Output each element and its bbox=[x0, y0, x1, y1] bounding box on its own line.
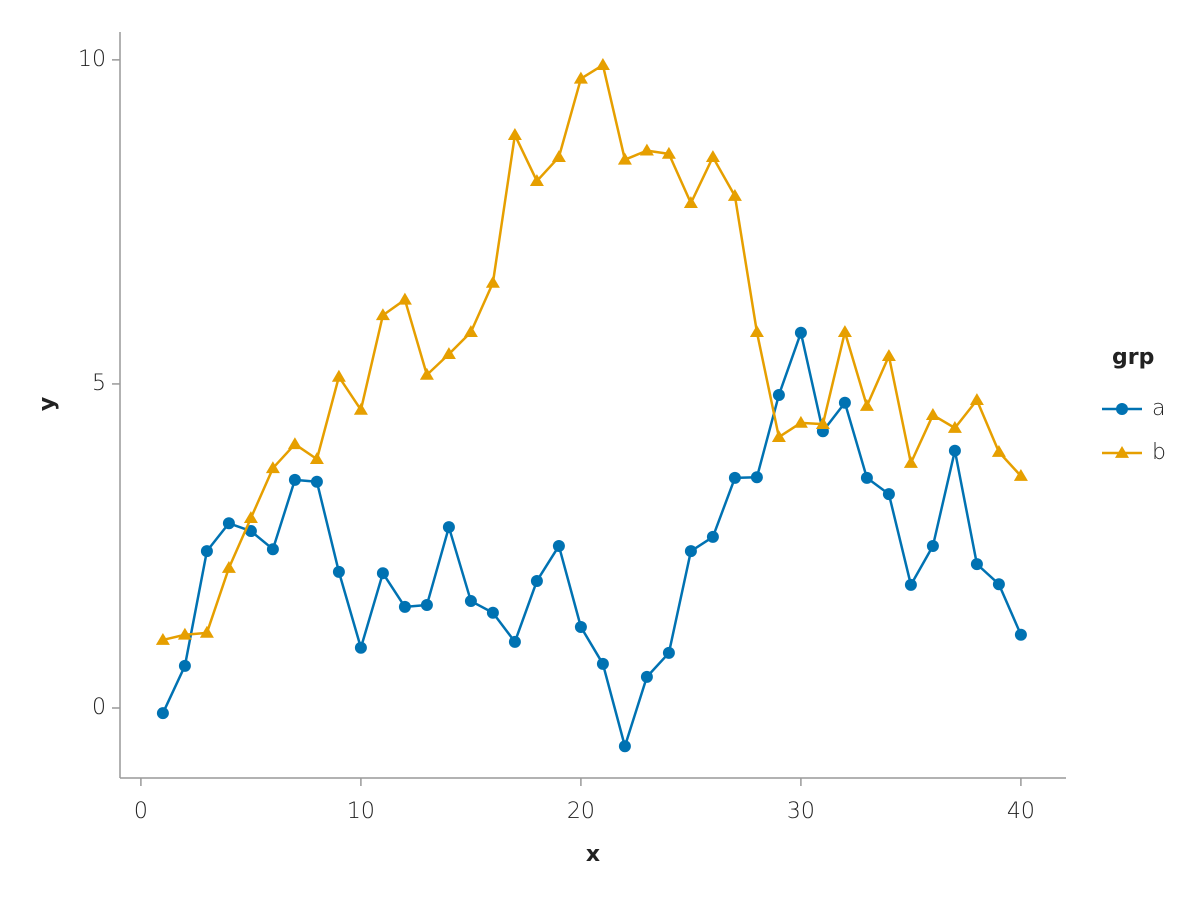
data-point bbox=[155, 632, 170, 645]
data-point bbox=[573, 71, 588, 84]
data-point bbox=[904, 578, 917, 591]
data-point bbox=[662, 646, 675, 659]
data-point bbox=[200, 545, 213, 558]
legend-label: b bbox=[1152, 440, 1166, 465]
data-point bbox=[991, 444, 1006, 457]
x-tick-label: 40 bbox=[1007, 799, 1035, 824]
data-point bbox=[1014, 628, 1027, 641]
data-point bbox=[398, 600, 411, 613]
data-point bbox=[530, 574, 543, 587]
data-point bbox=[221, 561, 236, 573]
data-point bbox=[266, 543, 279, 556]
data-point bbox=[375, 308, 390, 321]
data-point bbox=[838, 396, 851, 409]
data-point bbox=[640, 670, 653, 683]
data-point bbox=[331, 369, 346, 382]
data-point bbox=[837, 325, 852, 337]
data-point bbox=[199, 625, 214, 638]
data-point bbox=[508, 635, 521, 648]
data-point bbox=[860, 471, 873, 484]
y-tick-label: 5 bbox=[92, 371, 106, 396]
data-point bbox=[859, 398, 874, 411]
x-tick-label: 30 bbox=[787, 799, 815, 824]
data-point bbox=[178, 659, 191, 672]
x-tick-label: 10 bbox=[347, 799, 375, 824]
x-axis-label: x bbox=[586, 842, 600, 867]
data-point bbox=[244, 525, 257, 538]
data-point bbox=[243, 511, 258, 523]
data-point bbox=[310, 475, 323, 488]
data-point bbox=[309, 452, 324, 465]
data-point bbox=[441, 347, 456, 360]
data-point bbox=[618, 740, 631, 753]
data-point bbox=[992, 578, 1005, 591]
data-point bbox=[684, 545, 697, 558]
y-tick-label: 0 bbox=[92, 695, 106, 720]
data-point bbox=[661, 146, 676, 159]
data-point bbox=[683, 196, 698, 209]
data-point bbox=[771, 430, 786, 442]
data-point bbox=[925, 408, 940, 420]
data-point bbox=[794, 326, 807, 339]
data-point bbox=[728, 471, 741, 484]
data-point bbox=[353, 402, 368, 415]
data-point bbox=[552, 539, 565, 552]
data-point bbox=[705, 150, 720, 162]
data-point bbox=[948, 444, 961, 457]
legend-title: grp bbox=[1112, 345, 1154, 370]
series-line bbox=[161, 331, 1023, 748]
data-point bbox=[485, 275, 500, 288]
legend-marker bbox=[1115, 446, 1129, 458]
data-point bbox=[332, 565, 345, 578]
data-point bbox=[442, 521, 455, 534]
data-point bbox=[397, 292, 412, 305]
data-point bbox=[706, 530, 719, 543]
data-point bbox=[464, 595, 477, 608]
data-point bbox=[595, 58, 610, 70]
data-point bbox=[288, 473, 301, 486]
data-point bbox=[881, 349, 896, 361]
data-point bbox=[529, 174, 544, 186]
data-point bbox=[596, 657, 609, 670]
data-point bbox=[639, 143, 654, 156]
data-point bbox=[265, 461, 280, 474]
data-point bbox=[177, 627, 192, 640]
data-point bbox=[727, 188, 742, 201]
data-point bbox=[926, 539, 939, 552]
data-point bbox=[1013, 468, 1028, 481]
legend-label: a bbox=[1152, 396, 1165, 421]
data-point bbox=[882, 488, 895, 501]
data-point bbox=[287, 437, 302, 450]
data-point bbox=[749, 325, 764, 337]
data-point bbox=[815, 417, 830, 430]
data-point bbox=[793, 415, 808, 428]
legend-marker bbox=[1116, 403, 1128, 415]
data-point bbox=[376, 567, 389, 580]
data-point bbox=[574, 620, 587, 633]
data-point bbox=[903, 456, 918, 468]
data-point bbox=[463, 325, 478, 337]
data-point bbox=[486, 606, 499, 619]
data-point bbox=[354, 641, 367, 654]
data-point bbox=[617, 152, 632, 165]
data-point bbox=[419, 367, 434, 380]
data-point bbox=[420, 598, 433, 611]
x-tick-label: 20 bbox=[567, 799, 595, 824]
data-point bbox=[947, 421, 962, 433]
data-point bbox=[772, 388, 785, 401]
data-point bbox=[750, 471, 763, 484]
data-point bbox=[969, 393, 984, 406]
data-point bbox=[970, 558, 983, 571]
data-point bbox=[507, 128, 522, 140]
data-point bbox=[156, 707, 169, 720]
y-tick-label: 10 bbox=[78, 47, 106, 72]
series-line bbox=[162, 63, 1022, 642]
data-point bbox=[222, 517, 235, 530]
x-tick-label: 0 bbox=[134, 799, 148, 824]
y-axis-label: y bbox=[35, 397, 60, 411]
data-point bbox=[551, 150, 566, 162]
